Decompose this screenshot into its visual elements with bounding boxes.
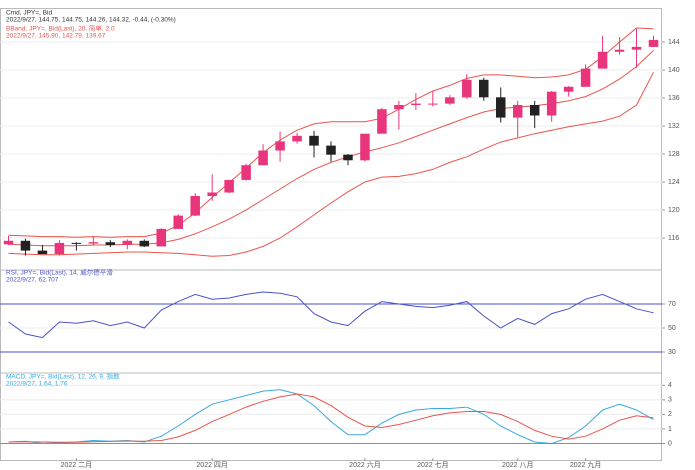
candle-body: [292, 135, 302, 142]
candle-body: [360, 133, 370, 161]
x-tick-label: 2022 八月: [502, 461, 534, 469]
candle-body: [377, 109, 387, 134]
candle-body: [495, 97, 506, 118]
plot-frame: [0, 8, 662, 461]
candle-body: [597, 51, 608, 69]
panel-title: MACD, JPY=, Bid(Last), 12, 26, 9, 指数: [6, 372, 120, 381]
candle-body: [258, 150, 268, 166]
candle-body: [529, 105, 540, 116]
y-tick-label: 144: [668, 39, 680, 46]
candle-body: [190, 196, 200, 216]
candle-body: [122, 240, 133, 245]
series-line: [8, 393, 654, 443]
x-tick-label: 2022 七月: [417, 460, 449, 469]
candle-body: [512, 105, 523, 118]
panel-subtitle: 2022/9/27, 144.75, 144.75, 144.26, 144.3…: [6, 17, 176, 24]
candle-body: [648, 39, 659, 47]
series-line: [8, 291, 654, 339]
band-line: [8, 27, 654, 238]
x-tick-label: 2022 四月: [196, 461, 228, 469]
candle-body: [479, 79, 489, 98]
y-tick-label: 124: [668, 179, 680, 186]
candle-body: [20, 240, 31, 251]
candle-body: [343, 154, 353, 161]
panel-title: Cmd, JPY=, Bid: [6, 10, 52, 17]
y-tick-label: 1: [668, 426, 672, 433]
candle-body: [139, 240, 150, 247]
y-tick-label: 116: [668, 235, 679, 242]
candle-body: [105, 242, 116, 245]
candle-body: [546, 91, 557, 116]
y-tick-label: 136: [668, 95, 680, 102]
candle-body: [54, 242, 65, 255]
candle-body: [394, 105, 404, 110]
candle-body: [3, 240, 14, 245]
legend-text: BBand, JPY=, Bid(Last), 20, 简单, 2.0: [6, 24, 115, 33]
candle-body: [37, 250, 48, 255]
candle-body: [207, 192, 217, 196]
candle-body: [156, 228, 167, 247]
y-tick-label: 128: [668, 151, 680, 158]
candle-body: [275, 141, 285, 151]
candle-body: [462, 79, 472, 98]
y-tick-label: 132: [668, 123, 680, 130]
y-tick-label: 120: [668, 207, 680, 214]
candle-body: [309, 135, 319, 146]
y-tick-label: 50: [668, 325, 676, 332]
candle-body: [580, 68, 591, 87]
candle-body: [614, 49, 625, 52]
y-tick-label: 3: [668, 397, 672, 404]
panel-subtitle: 2022/9/27, 62.707: [6, 277, 59, 284]
y-tick-label: 140: [668, 67, 680, 74]
legend-text: 2022/9/27, 145.90, 142.79, 139.67: [6, 33, 106, 40]
candle-body: [563, 86, 574, 92]
candle-body: [88, 242, 99, 244]
x-tick-label: 2022 六月: [349, 460, 381, 469]
panel-subtitle: 2022/9/27, 1.64, 1.76: [6, 381, 68, 388]
candle-body: [173, 215, 183, 229]
panel-title: RSI, JPY=, Bid(Last), 14, 威尔德平滑: [6, 268, 113, 277]
candle-body: [224, 179, 234, 193]
y-tick-label: 0: [668, 440, 672, 447]
x-tick-label: 2022 九月: [570, 460, 602, 469]
candle-body: [428, 103, 438, 105]
y-tick-label: 30: [668, 349, 676, 356]
band-line: [8, 72, 654, 257]
candle-body: [445, 97, 455, 104]
band-line: [8, 50, 654, 247]
candle-body: [411, 103, 421, 105]
x-tick-label: 2022 二月: [61, 461, 93, 469]
y-tick-label: 70: [668, 301, 676, 308]
y-tick-label: 4: [668, 382, 672, 389]
y-tick-label: 2: [668, 411, 672, 418]
candle-body: [241, 165, 251, 180]
candle-body: [71, 242, 82, 244]
candle-body: [631, 46, 642, 50]
candle-body: [326, 145, 336, 155]
